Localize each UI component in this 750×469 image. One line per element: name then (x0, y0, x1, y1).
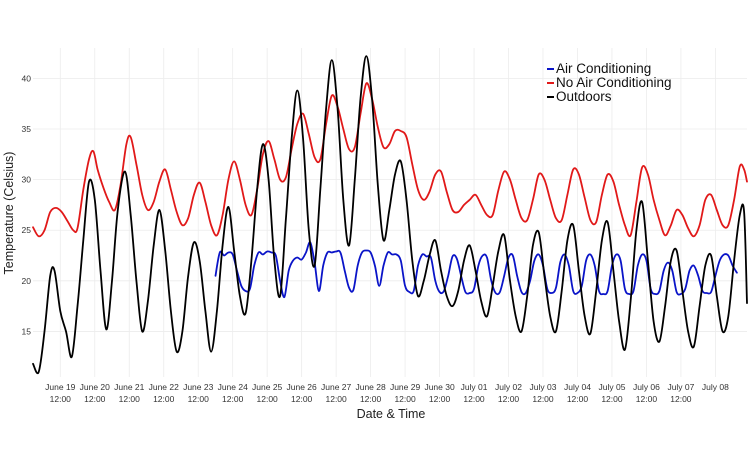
x-tick-sublabel: 12:00 (601, 394, 623, 404)
x-tick-sublabel: 12:00 (394, 394, 416, 404)
x-tick-sublabel: 12:00 (463, 394, 485, 404)
legend-label: Air Conditioning (556, 61, 651, 76)
y-tick-label: 20 (22, 276, 32, 286)
x-tick-label: July 05 (598, 382, 625, 392)
x-tick-label: June 21 (114, 382, 145, 392)
x-tick-label: July 03 (530, 382, 557, 392)
y-axis-title: Temperature (Celsius) (2, 152, 16, 275)
x-tick-label: June 25 (252, 382, 283, 392)
x-tick-sublabel: 12:00 (84, 394, 106, 404)
x-tick-sublabel: 12:00 (119, 394, 141, 404)
series-lines (32, 55, 748, 375)
x-tick-sublabel: 12:00 (636, 394, 658, 404)
y-tick-label: 25 (22, 225, 32, 235)
x-tick-sublabel: 12:00 (498, 394, 520, 404)
y-axis-ticks: 15 20 25 30 35 40 (22, 73, 32, 336)
x-tick-label: July 07 (667, 382, 694, 392)
x-tick-label: June 24 (218, 382, 249, 392)
x-tick-sublabel: 12:00 (291, 394, 313, 404)
x-tick-sublabel: 12:00 (50, 394, 72, 404)
x-tick-sublabel: 12:00 (360, 394, 382, 404)
x-tick-sublabel: 12:00 (532, 394, 554, 404)
x-tick-sublabel: 12:00 (188, 394, 210, 404)
x-tick-label: June 19 (45, 382, 76, 392)
x-tick-label: June 29 (390, 382, 421, 392)
y-tick-label: 15 (22, 326, 32, 336)
x-tick-label: July 01 (461, 382, 488, 392)
x-axis-ticks: June 19 12:00 June 20 12:00 June 21 12:00 June… (45, 382, 729, 404)
x-gridlines (59, 48, 716, 377)
x-tick-label: July 08 (702, 382, 729, 392)
y-tick-label: 40 (22, 73, 32, 83)
x-tick-label: June 26 (287, 382, 318, 392)
x-tick-label: June 28 (355, 382, 386, 392)
series-line-outdoors (32, 55, 748, 375)
y-tick-label: 35 (22, 124, 32, 134)
x-tick-sublabel: 12:00 (257, 394, 279, 404)
x-axis-title: Date & Time (357, 407, 426, 421)
x-tick-label: June 22 (149, 382, 180, 392)
x-tick-sublabel: 12:00 (429, 394, 451, 404)
x-tick-label: June 30 (424, 382, 455, 392)
x-tick-label: July 02 (495, 382, 522, 392)
y-gridlines (33, 77, 747, 332)
x-tick-label: June 23 (183, 382, 214, 392)
x-tick-sublabel: 12:00 (153, 394, 175, 404)
y-tick-label: 30 (22, 175, 32, 185)
x-tick-label: July 06 (633, 382, 660, 392)
legend-label: No Air Conditioning (556, 75, 672, 90)
x-tick-sublabel: 12:00 (670, 394, 692, 404)
legend-label: Outdoors (556, 89, 612, 104)
x-tick-sublabel: 12:00 (222, 394, 244, 404)
x-tick-sublabel: 12:00 (325, 394, 347, 404)
x-tick-label: July 04 (564, 382, 591, 392)
series-line-no-air-conditioning (32, 82, 748, 238)
x-tick-label: June 27 (321, 382, 352, 392)
x-tick-sublabel: 12:00 (567, 394, 589, 404)
x-tick-label: June 20 (80, 382, 111, 392)
